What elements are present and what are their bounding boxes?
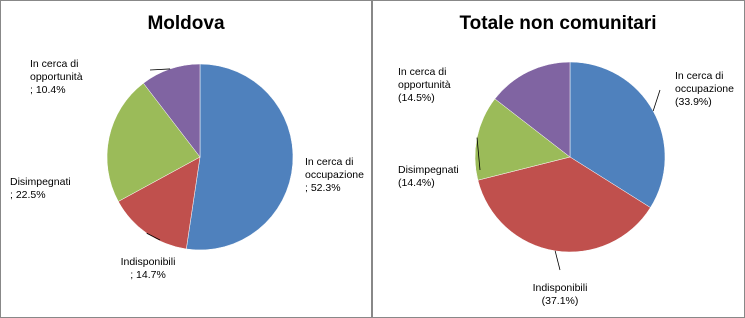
pie-slice (569, 61, 666, 208)
chart-title: Totale non comunitari (459, 13, 656, 34)
leader-line (149, 68, 171, 71)
slice-category-label: Indisponibili (121, 256, 176, 268)
slice-category-label: In cerca di opportunità (30, 58, 83, 83)
slice-value-label: ; 52.3% (305, 182, 341, 194)
leader-line (554, 250, 561, 271)
slice-value-label: ; 22.5% (10, 189, 46, 201)
slice-category-label: Disimpegnati (398, 164, 459, 176)
slice-value-label: ; 14.7% (130, 269, 166, 281)
leader-line (146, 232, 161, 241)
slice-value-label: (14.4%) (398, 177, 435, 189)
slice-category-label: In cerca di opportunità (398, 66, 451, 91)
leader-line (652, 89, 661, 112)
slice-category-label: Disimpegnati (10, 176, 71, 188)
slice-value-label: ; 10.4% (30, 84, 66, 96)
pie-slice (494, 61, 571, 158)
slice-category-label: In cerca di occupazione (305, 156, 364, 181)
chart-title: Moldova (147, 13, 224, 34)
slice-value-label: (33.9%) (675, 96, 712, 108)
slice-category-label: Indisponibili (533, 282, 588, 294)
pie-slice (186, 63, 294, 251)
slice-value-label: (37.1%) (542, 295, 579, 307)
leader-line (476, 137, 481, 171)
slice-value-label: (14.5%) (398, 92, 435, 104)
slice-category-label: In cerca di occupazione (675, 70, 734, 95)
pie-slice (106, 82, 201, 202)
